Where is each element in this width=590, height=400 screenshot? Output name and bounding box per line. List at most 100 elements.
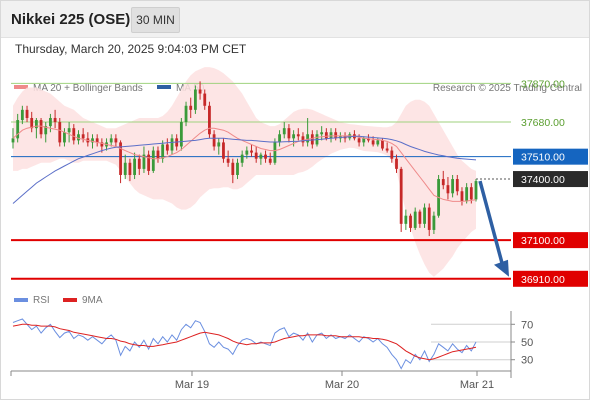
level-label-2: 37510.00 [521, 152, 565, 164]
candle-body-42 [208, 105, 211, 135]
candle-body-80 [385, 148, 389, 151]
interval-button[interactable]: 30 MIN [131, 7, 180, 33]
candle-body-56 [273, 142, 277, 163]
candle-body-14 [77, 134, 80, 141]
candle-body-41 [203, 93, 207, 106]
instrument-title: Nikkei 225 (OSE) [11, 11, 131, 28]
candle-body-64 [310, 134, 314, 145]
candle-body-96 [460, 191, 464, 202]
rsi-tick-label-1: 50 [521, 337, 533, 349]
candle-body-55 [268, 158, 272, 163]
level-tag-4 [513, 232, 588, 249]
candle-body-17 [91, 138, 94, 143]
ma50-line [12, 135, 477, 204]
price-panel: 37870.00 37680.00 37510.00 37400.00 37100.00… [11, 67, 588, 287]
ma20-line [12, 125, 477, 202]
candle-body-18 [95, 138, 99, 143]
candle-body-2 [20, 109, 24, 121]
candle-body-7 [44, 126, 48, 135]
candle-body-12 [67, 128, 71, 133]
candle-body-63 [306, 134, 310, 143]
candle-body-81 [390, 150, 394, 159]
candle-body-4 [30, 117, 34, 129]
candle-body-69 [334, 132, 338, 139]
rsi-tick-label-0: 70 [521, 319, 533, 331]
candle-body-76 [367, 138, 370, 141]
projection-arrow-head [494, 259, 509, 277]
rsi-ma-line [12, 323, 477, 361]
candle-body-83 [399, 168, 403, 224]
header-bar: Nikkei 225 (OSE) 30 MIN [1, 1, 589, 38]
level-label-3: 37400.00 [521, 174, 565, 186]
candle-body-39 [193, 89, 197, 110]
x-tick-label-0: Mar 19 [175, 379, 209, 391]
candle-body-61 [296, 134, 300, 137]
rsi-panel: 70 50 30 [12, 318, 533, 370]
x-tick-label-2: Mar 21 [460, 379, 494, 391]
candle-body-75 [362, 138, 366, 143]
candle-body-94 [451, 179, 455, 194]
candle-body-22 [114, 138, 118, 143]
candle-body-24 [123, 162, 127, 175]
candle-body-97 [465, 187, 469, 202]
candle-body-3 [25, 109, 29, 118]
candle-body-5 [34, 120, 38, 129]
level-label-0: 37870.00 [521, 78, 565, 90]
candle-body-90 [432, 215, 436, 230]
ma20-legend-swatch [14, 85, 28, 89]
candle-body-79 [381, 140, 384, 149]
candle-body-78 [376, 140, 380, 145]
candle-body-6 [39, 120, 43, 135]
candle-body-47 [231, 162, 235, 175]
projection-arrow-shaft [478, 180, 505, 268]
candle-body-87 [418, 211, 422, 224]
candle-body-93 [446, 185, 450, 194]
candle-body-86 [413, 211, 417, 228]
candle-body-95 [455, 179, 459, 192]
candle-body-98 [469, 187, 473, 200]
candle-body-23 [119, 142, 122, 175]
candle-body-28 [142, 154, 146, 169]
candle-body-10 [58, 122, 62, 143]
candle-body-68 [329, 132, 333, 139]
credit-text: Research © 2025 Trading Central [433, 83, 582, 94]
candle-body-25 [128, 162, 132, 175]
candle-body-45 [222, 142, 225, 159]
level-tag-5 [513, 270, 588, 287]
candle-body-48 [236, 162, 239, 175]
candle-body-49 [240, 154, 244, 163]
rsi-tick-label-2: 30 [521, 355, 533, 367]
candle-body-30 [151, 150, 155, 171]
candle-body-38 [189, 105, 193, 110]
candle-body-46 [226, 158, 230, 163]
ma20-legend-label: MA 20 + Bollinger Bands [33, 83, 143, 94]
candle-body-58 [282, 128, 286, 135]
candle-body-57 [278, 134, 281, 143]
candle-body-40 [198, 89, 202, 94]
candle-body-59 [287, 128, 291, 139]
candle-body-62 [301, 136, 305, 143]
candle-body-82 [395, 158, 398, 169]
candle-body-8 [49, 117, 52, 127]
level-tag-2 [513, 148, 588, 165]
candle-body-53 [259, 154, 263, 159]
bollinger-band [13, 67, 476, 277]
ma50-legend-swatch [157, 85, 171, 89]
candle-body-50 [245, 150, 249, 155]
candle-body-31 [156, 150, 160, 159]
candle-body-51 [250, 150, 253, 153]
x-axis: Mar 19 Mar 20 Mar 21 [10, 371, 494, 391]
candle-body-1 [16, 120, 20, 139]
level-tag-3 [513, 171, 588, 188]
candle-body-32 [161, 144, 165, 159]
candle-body-67 [324, 132, 328, 139]
ma9-legend-swatch [63, 298, 77, 302]
candle-body-84 [404, 215, 408, 224]
candle-body-36 [179, 122, 183, 147]
level-label-5: 36910.00 [521, 274, 565, 286]
rsi-line [12, 318, 477, 370]
level-label-1: 37680.00 [521, 117, 565, 129]
rsi-legend-swatch [14, 298, 28, 302]
